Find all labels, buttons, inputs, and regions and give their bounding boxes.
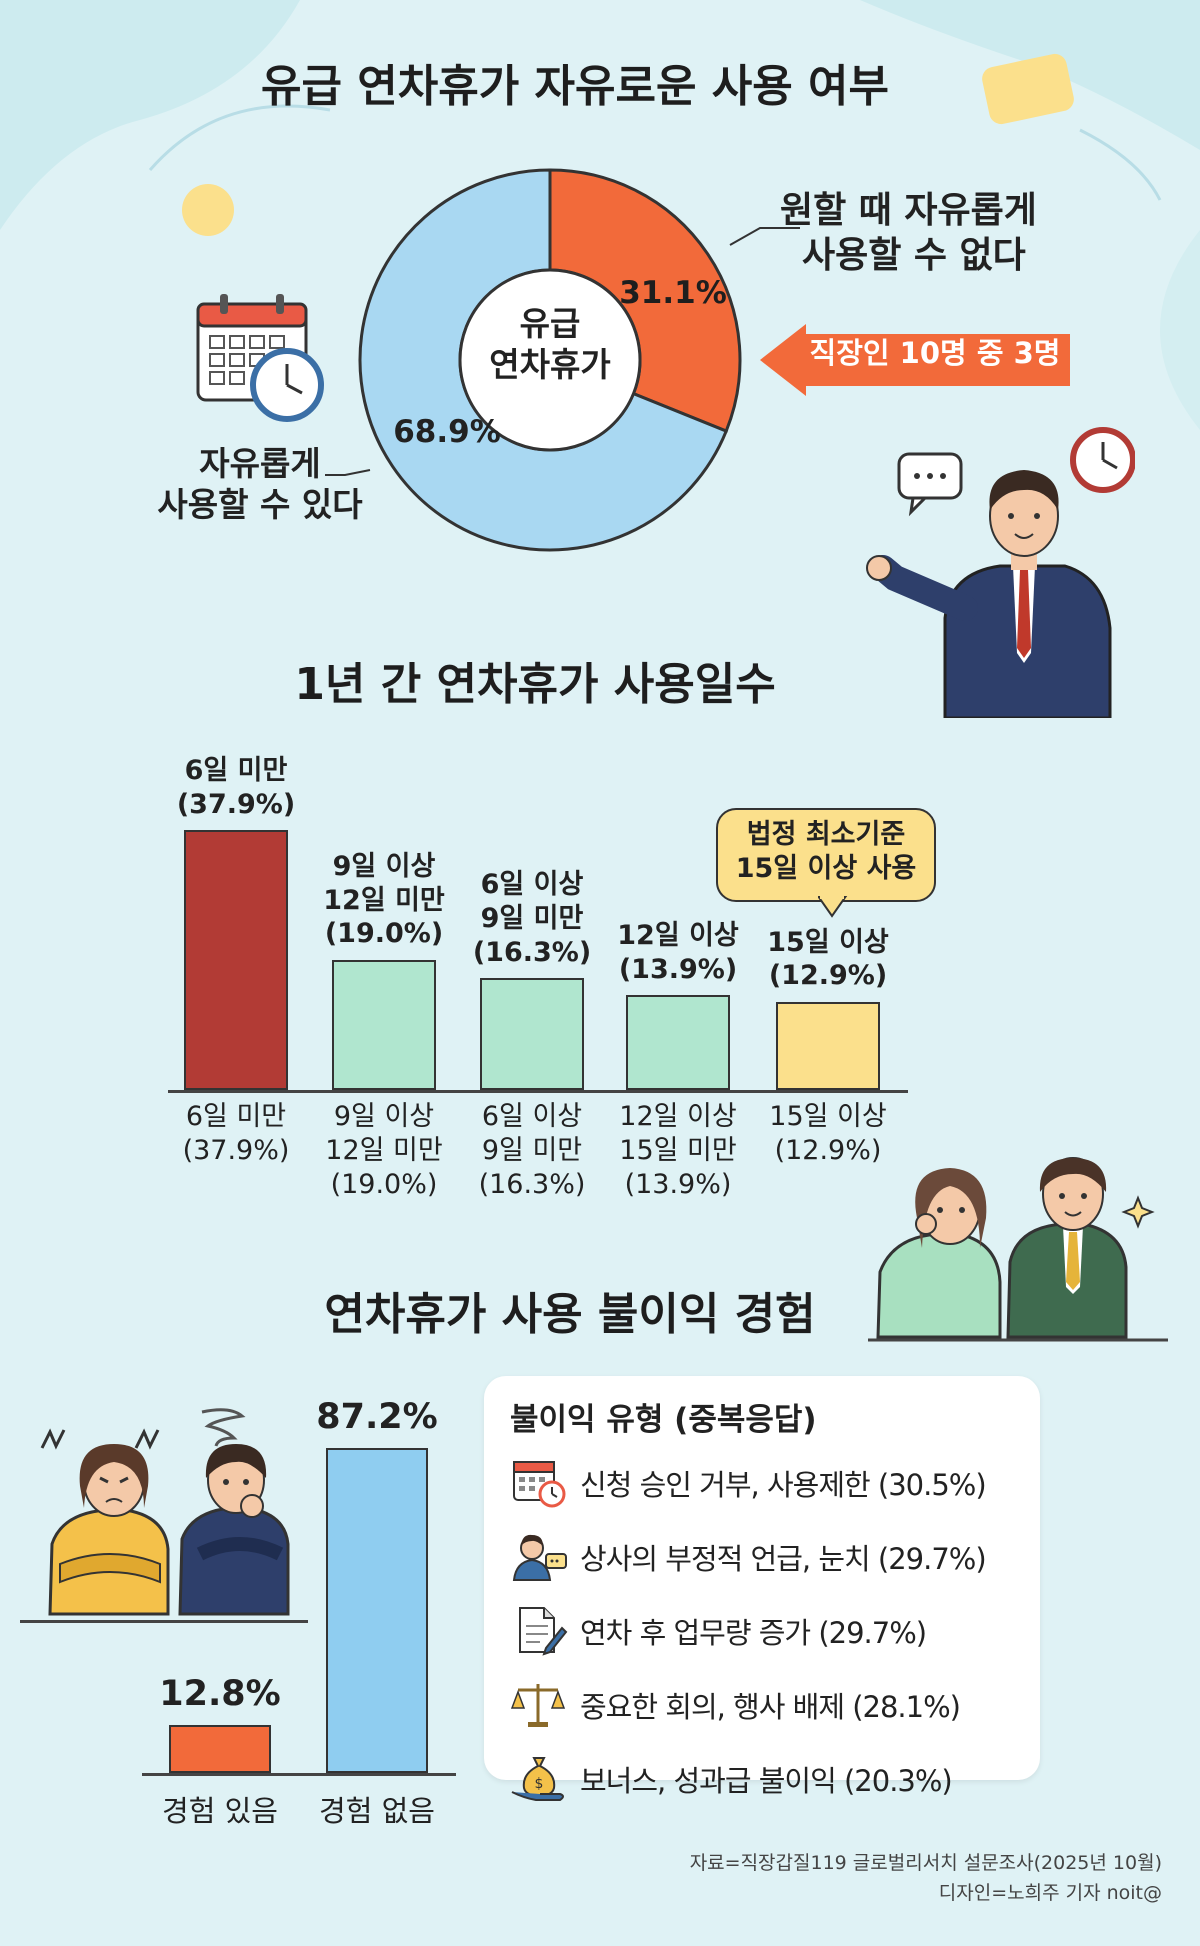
bar-top-label-2-line: 9일 미만 (480, 903, 584, 935)
label-can-line2: 사용할 수 있다 (157, 485, 363, 525)
bar-bottom-label-4-line: (12.9%) (774, 1134, 882, 1166)
bar-top-label-1-line: 9일 이상 (332, 850, 436, 882)
label-cannot-line1: 원할 때 자유롭게 (780, 190, 1037, 231)
calendar-clock-icon (513, 1461, 566, 1508)
legal-minimum-note-line1: 법정 최소기준 (746, 819, 906, 850)
bar-top-label-2: 6일 이상 9일 미만 (16.3%) (442, 868, 622, 969)
bar-top-label-3-line: (13.9%) (618, 953, 738, 985)
bar-bottom-label-2-line: 6일 이상 (481, 1101, 583, 1132)
bar-bottom-label-1-line: (19.0%) (330, 1168, 438, 1200)
bar-top-label-0-line: (37.9%) (176, 789, 296, 821)
callout-arrow-icon (760, 324, 1070, 396)
label-can-line1: 자유롭게 (199, 444, 321, 483)
donut-center-label-line1: 유급 (519, 304, 581, 343)
bar-top-label-3-line: 12일 이상 (617, 919, 739, 951)
item-label: 상사의 부정적 언급, 눈치 (29.7%) (580, 1542, 987, 1576)
bar-bottom-label-0: 6일 미만 (37.9%) (146, 1100, 326, 1168)
disadvantage-types-panel: 불이익 유형 (중복응답) 신청 승인 거부, 사용제한 (30.5%) 상사의… (484, 1376, 1040, 1801)
bar-top-label-1: 9일 이상 12일 미만 (19.0%) (294, 850, 474, 951)
experience-baseline (142, 1773, 456, 1776)
scale-icon (510, 1684, 566, 1727)
slice-value-cannot: 31.1% (619, 275, 727, 311)
donut-hole (458, 268, 642, 452)
bar-bottom-label-3-line: (13.9%) (624, 1168, 732, 1200)
designer-credit: 디자인=노희주 기자 noit@ (938, 1882, 1162, 1904)
bar-days-2 (480, 978, 584, 1090)
panel-title: 불이익 유형 (중복응답) (510, 1402, 817, 1438)
bar-bottom-label-4: 15일 이상 (12.9%) (738, 1100, 918, 1168)
section2-title: 1년 간 연차휴가 사용일수 (294, 659, 776, 710)
donut-center-label: 유급 연차휴가 (455, 303, 645, 386)
label-can-use: 자유롭게 사용할 수 있다 (140, 443, 380, 526)
bar-bottom-label-0-line: 6일 미만 (185, 1101, 287, 1132)
bar-top-label-4: 15일 이상 (12.9%) (738, 926, 918, 994)
list-item: 중요한 회의, 행사 배제 (28.1%) (498, 1674, 1028, 1734)
bar-top-label-4-line: (12.9%) (768, 960, 888, 992)
item-label: 보너스, 성과급 불이익 (20.3%) (580, 1764, 953, 1798)
bar-top-label-0-line: 6일 미만 (184, 755, 288, 787)
bar-top-label-4-line: 15일 이상 (767, 926, 889, 958)
bar-bottom-label-1-line: 9일 이상 (333, 1101, 435, 1132)
bar-category-label-1: 경험 없음 (319, 1794, 435, 1828)
boss-speech-icon (512, 1534, 567, 1581)
workers-ground-line (20, 1620, 308, 1623)
money-bag-hand-icon: $ (511, 1757, 564, 1801)
bar-bottom-label-4-line: 15일 이상 (769, 1101, 887, 1132)
document-pen-icon (519, 1607, 568, 1656)
legal-minimum-note: 법정 최소기준 15일 이상 사용 (716, 808, 936, 902)
bar-category-label-0: 경험 있음 (162, 1794, 278, 1828)
slice-value-can: 68.9% (393, 414, 501, 450)
bar-top-label-3: 12일 이상 (13.9%) (588, 919, 768, 987)
bar-value-label-1: 87.2% (316, 1397, 438, 1437)
bar-top-label-2-line: 6일 이상 (480, 869, 584, 901)
bar-days-4 (776, 1001, 880, 1090)
bar-top-label-1-line: 12일 미만 (323, 884, 445, 916)
bar-top-label-0: 6일 미만 (37.9%) (146, 754, 326, 822)
calendar-clock-icon (196, 294, 324, 422)
list-item: 상사의 부정적 언급, 눈치 (29.7%) (498, 1526, 1028, 1586)
donut-chart (358, 168, 742, 552)
bar-bottom-label-1: 9일 이상 12일 미만 (19.0%) (294, 1100, 474, 1201)
bar-days-0 (184, 830, 288, 1090)
list-item: 신청 승인 거부, 사용제한 (30.5%) (498, 1452, 1028, 1512)
bar-bottom-label-0-line: (37.9%) (182, 1134, 290, 1166)
businessman-pointing-icon (866, 427, 1135, 718)
bar-bottom-label-3-line: 15일 미만 (619, 1134, 737, 1166)
bar-bottom-label-2-line: (16.3%) (478, 1168, 586, 1200)
svg-text:$: $ (535, 1776, 544, 1792)
bar-bottom-label-3-line: 12일 이상 (619, 1101, 737, 1132)
bar-days-3 (626, 994, 730, 1090)
bar-baseline (168, 1090, 908, 1093)
bar-top-label-1-line: (19.0%) (324, 918, 444, 950)
section1-title: 유급 연차휴가 자유로운 사용 여부 (261, 61, 889, 112)
bar-bottom-label-2: 6일 이상 9일 미만 (16.3%) (442, 1100, 622, 1201)
section3-title: 연차휴가 사용 불이익 경험 (324, 1289, 816, 1340)
item-label: 중요한 회의, 행사 배제 (28.1%) (580, 1690, 961, 1724)
bar-bottom-label-2-line: 9일 미만 (481, 1134, 583, 1166)
bar-days-1 (332, 959, 436, 1090)
bar-top-label-2-line: (16.3%) (472, 936, 592, 968)
list-item: 연차 후 업무량 증가 (29.7%) (498, 1600, 1028, 1660)
callout-text: 직장인 10명 중 3명 (809, 336, 1061, 370)
leader-lines (325, 227, 800, 476)
bar-experience-0 (169, 1725, 271, 1773)
list-item: $ 보너스, 성과급 불이익 (20.3%) (498, 1748, 1028, 1808)
bar-experience-1 (326, 1448, 428, 1773)
office-workers-icon (868, 1157, 1168, 1342)
legal-minimum-note-line2: 15일 이상 사용 (735, 852, 917, 884)
bar-value-label-0: 12.8% (159, 1674, 281, 1715)
label-cannot-use: 원할 때 자유롭게 사용할 수 없다 (780, 188, 1070, 278)
note-pointer-icon (818, 896, 848, 918)
source-text: 자료=직장갑질119 글로벌리서치 설문조사(2025년 10월) (689, 1852, 1162, 1874)
item-label: 신청 승인 거부, 사용제한 (30.5%) (580, 1468, 987, 1502)
item-label: 연차 후 업무량 증가 (29.7%) (580, 1616, 927, 1650)
label-cannot-line2: 사용할 수 없다 (802, 235, 1026, 276)
stressed-workers-icon (40, 1408, 290, 1616)
donut-center-label-line2: 연차휴가 (489, 345, 611, 385)
bar-bottom-label-3: 12일 이상 15일 미만 (13.9%) (588, 1100, 768, 1201)
bar-bottom-label-1-line: 12일 미만 (325, 1134, 443, 1166)
